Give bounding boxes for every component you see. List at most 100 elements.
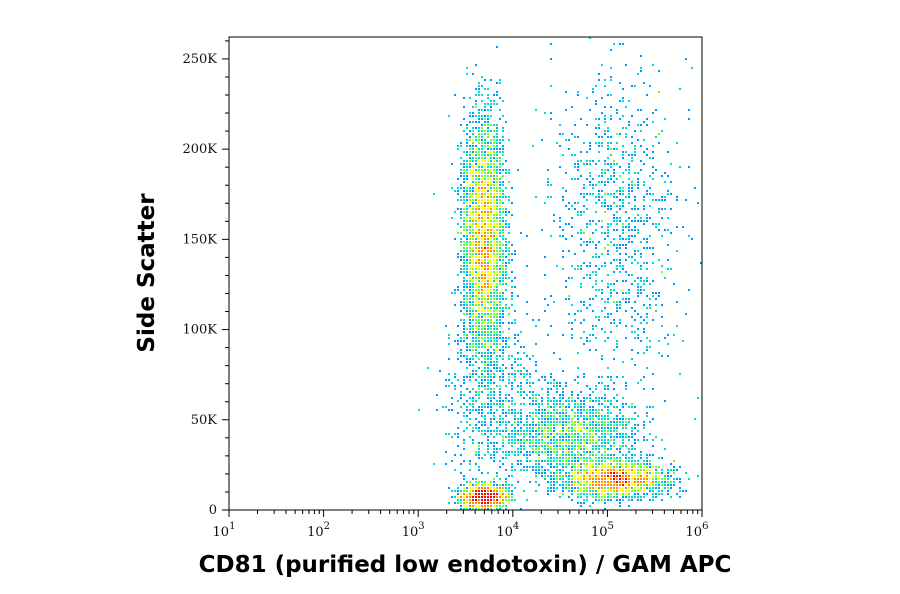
- event-dot: [598, 145, 600, 147]
- event-dot: [586, 385, 588, 387]
- event-dot: [481, 244, 483, 246]
- event-dot: [622, 439, 624, 441]
- event-dot: [457, 433, 459, 435]
- event-dot: [508, 436, 510, 438]
- x-tick-label: 101: [213, 521, 236, 540]
- event-dot: [511, 187, 513, 189]
- event-dot: [604, 487, 606, 489]
- event-dot: [598, 181, 600, 183]
- event-dot: [652, 373, 654, 375]
- event-dot: [499, 331, 501, 333]
- event-dot: [643, 262, 645, 264]
- event-dot: [634, 490, 636, 492]
- event-dot: [505, 244, 507, 246]
- event-dot: [490, 499, 492, 501]
- event-dot: [478, 445, 480, 447]
- event-dot: [601, 409, 603, 411]
- event-dot: [559, 406, 561, 408]
- event-dot: [487, 493, 489, 495]
- event-dot: [502, 322, 504, 324]
- event-dot: [484, 274, 486, 276]
- event-dot: [646, 466, 648, 468]
- event-dot: [478, 118, 480, 120]
- event-dot: [631, 478, 633, 480]
- event-dot: [613, 493, 615, 495]
- event-dot: [634, 331, 636, 333]
- event-dot: [637, 466, 639, 468]
- event-dot: [487, 277, 489, 279]
- event-dot: [505, 307, 507, 309]
- event-dot: [475, 424, 477, 426]
- event-dot: [589, 265, 591, 267]
- event-dot: [553, 442, 555, 444]
- event-dot: [490, 124, 492, 126]
- event-dot: [628, 187, 630, 189]
- event-dot: [448, 343, 450, 345]
- event-dot: [604, 460, 606, 462]
- event-dot: [622, 205, 624, 207]
- event-dot: [565, 205, 567, 207]
- event-dot: [481, 292, 483, 294]
- event-dot: [610, 472, 612, 474]
- event-dot: [622, 145, 624, 147]
- event-dot: [571, 487, 573, 489]
- event-dot: [637, 187, 639, 189]
- event-dot: [463, 97, 465, 99]
- event-dot: [616, 148, 618, 150]
- event-dot: [484, 406, 486, 408]
- event-dot: [490, 322, 492, 324]
- event-dot: [634, 205, 636, 207]
- event-dot: [601, 418, 603, 420]
- event-dot: [484, 286, 486, 288]
- event-dot: [463, 313, 465, 315]
- event-dot: [448, 409, 450, 411]
- event-dot: [664, 481, 666, 483]
- event-dot: [499, 205, 501, 207]
- event-dot: [478, 298, 480, 300]
- event-dot: [490, 430, 492, 432]
- event-dot: [652, 319, 654, 321]
- event-dot: [631, 262, 633, 264]
- event-dot: [490, 193, 492, 195]
- event-dot: [559, 496, 561, 498]
- event-dot: [487, 445, 489, 447]
- event-dot: [484, 265, 486, 267]
- event-dot: [580, 472, 582, 474]
- event-dot: [640, 130, 642, 132]
- event-dot: [643, 289, 645, 291]
- event-dot: [469, 226, 471, 228]
- event-dot: [646, 247, 648, 249]
- event-dot: [562, 433, 564, 435]
- event-dot: [601, 136, 603, 138]
- event-dot: [616, 259, 618, 261]
- event-dot: [583, 376, 585, 378]
- event-dot: [460, 268, 462, 270]
- event-dot: [490, 241, 492, 243]
- event-dot: [481, 430, 483, 432]
- event-dot: [595, 85, 597, 87]
- event-dot: [460, 226, 462, 228]
- event-dot: [565, 412, 567, 414]
- event-dot: [484, 331, 486, 333]
- event-dot: [568, 403, 570, 405]
- event-dot: [463, 412, 465, 414]
- event-dot: [493, 241, 495, 243]
- event-dot: [634, 469, 636, 471]
- event-dot: [466, 490, 468, 492]
- event-dot: [460, 349, 462, 351]
- event-dot: [487, 196, 489, 198]
- event-dot: [646, 475, 648, 477]
- event-dot: [544, 298, 546, 300]
- event-dot: [562, 133, 564, 135]
- x-tick-label: 102: [307, 521, 330, 540]
- event-dot: [463, 175, 465, 177]
- event-dot: [505, 499, 507, 501]
- event-dot: [478, 202, 480, 204]
- event-dot: [589, 409, 591, 411]
- event-dot: [496, 94, 498, 96]
- event-dot: [454, 211, 456, 213]
- event-dot: [613, 457, 615, 459]
- event-dot: [673, 484, 675, 486]
- event-dot: [466, 259, 468, 261]
- event-dot: [487, 502, 489, 504]
